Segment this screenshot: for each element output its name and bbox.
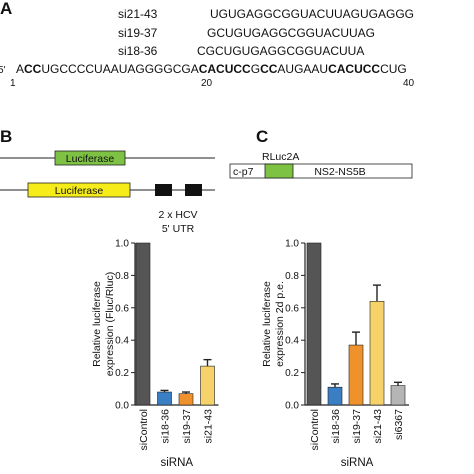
target-sequence: ACCUGCCCCUAAUAGGGGCGACACUCCGCCAUGAAUCACU… (16, 62, 407, 76)
x-tick-label: si18-36 (160, 409, 172, 444)
x-axis-label: siRNA (160, 457, 193, 469)
y-tick-label: 0.2 (115, 368, 129, 379)
sirna-sequence: UGUGAGGCGGUACUUAGUGAGGG (210, 7, 414, 21)
x-tick-label: si18-36 (330, 409, 342, 444)
sequence-segment: A (16, 62, 24, 76)
x-tick-label: si21-43 (372, 409, 384, 444)
utr-box (185, 184, 202, 196)
bar (369, 301, 385, 406)
sequence-segment: CC (24, 62, 42, 76)
y-axis-label: expression 2d p.e. (274, 281, 286, 367)
sequence-segment: AUGAAU (277, 62, 328, 76)
sequence-segment: CUG (380, 62, 407, 76)
gene-label: Luciferase (55, 185, 104, 197)
y-tick-label: 0.8 (285, 271, 299, 282)
y-tick-label: 1.0 (285, 239, 299, 250)
x-tick-label: si6367 (393, 409, 405, 440)
y-tick-label: 1.0 (115, 239, 129, 250)
gene-label: RLuc2A (262, 151, 299, 163)
sirna-sequence: GCUGUGAGGCGGUACUUAG (207, 26, 375, 40)
sirna-name: si19-37 (118, 26, 158, 40)
position-label: 20 (201, 78, 213, 89)
bar (178, 393, 194, 406)
y-axis-label: Relative luciferase (261, 281, 273, 367)
bar (157, 391, 172, 406)
sirna-name: si21-43 (118, 7, 158, 21)
y-axis-label: Relative luciferase (91, 281, 103, 367)
x-tick-label: si21-43 (203, 409, 215, 444)
panel-label: B (0, 127, 12, 146)
sequence-segment: G (251, 62, 260, 76)
utr-box (155, 184, 172, 196)
y-tick-label: 0.0 (285, 401, 299, 412)
y-axis-label: expression (Fluc/Rluc) (104, 272, 116, 376)
y-tick-label: 0.0 (115, 401, 129, 412)
prime-label: 5' (0, 65, 6, 76)
position-label: 1 (10, 78, 16, 89)
y-tick-label: 0.6 (285, 303, 299, 314)
sequence-segment: CACUCC (328, 62, 380, 76)
sequence-segment: UGCCCCUAAUAGGGGCGA (41, 62, 198, 76)
x-tick-label: siControl (138, 409, 150, 450)
x-axis-label: siRNA (341, 457, 374, 469)
bar (306, 242, 322, 406)
position-label: 40 (403, 78, 415, 89)
panel-label: A (0, 0, 12, 18)
gene-label: Luciferase (66, 153, 115, 165)
bar (327, 386, 343, 406)
y-tick-label: 0.4 (285, 336, 299, 347)
sequence-segment: CACUCC (199, 62, 251, 76)
utr-label: 5' UTR (162, 223, 195, 235)
panel-label: C (256, 127, 268, 146)
gene-box (27, 182, 131, 198)
utr-label: 2 x HCV (158, 209, 197, 221)
x-tick-label: siControl (309, 409, 321, 450)
bar (135, 242, 151, 406)
sirna-sequence: CGCUGUGAGGCGGUACUUA (197, 44, 364, 58)
bar (200, 365, 215, 406)
construct-label: c-p7 (233, 166, 254, 178)
sequence-segment: CC (260, 62, 278, 76)
gene-box (264, 163, 294, 179)
y-tick-label: 0.4 (115, 336, 129, 347)
y-tick-label: 0.6 (115, 303, 129, 314)
bar (390, 385, 406, 406)
sirna-name: si18-36 (118, 44, 158, 58)
y-tick-label: 0.8 (115, 271, 129, 282)
x-tick-label: si19-37 (181, 409, 193, 444)
construct-label: NS2-NS5B (314, 166, 365, 178)
bar (348, 344, 364, 406)
x-tick-label: si19-37 (351, 409, 363, 444)
y-tick-label: 0.2 (285, 368, 299, 379)
gene-box (54, 150, 126, 166)
